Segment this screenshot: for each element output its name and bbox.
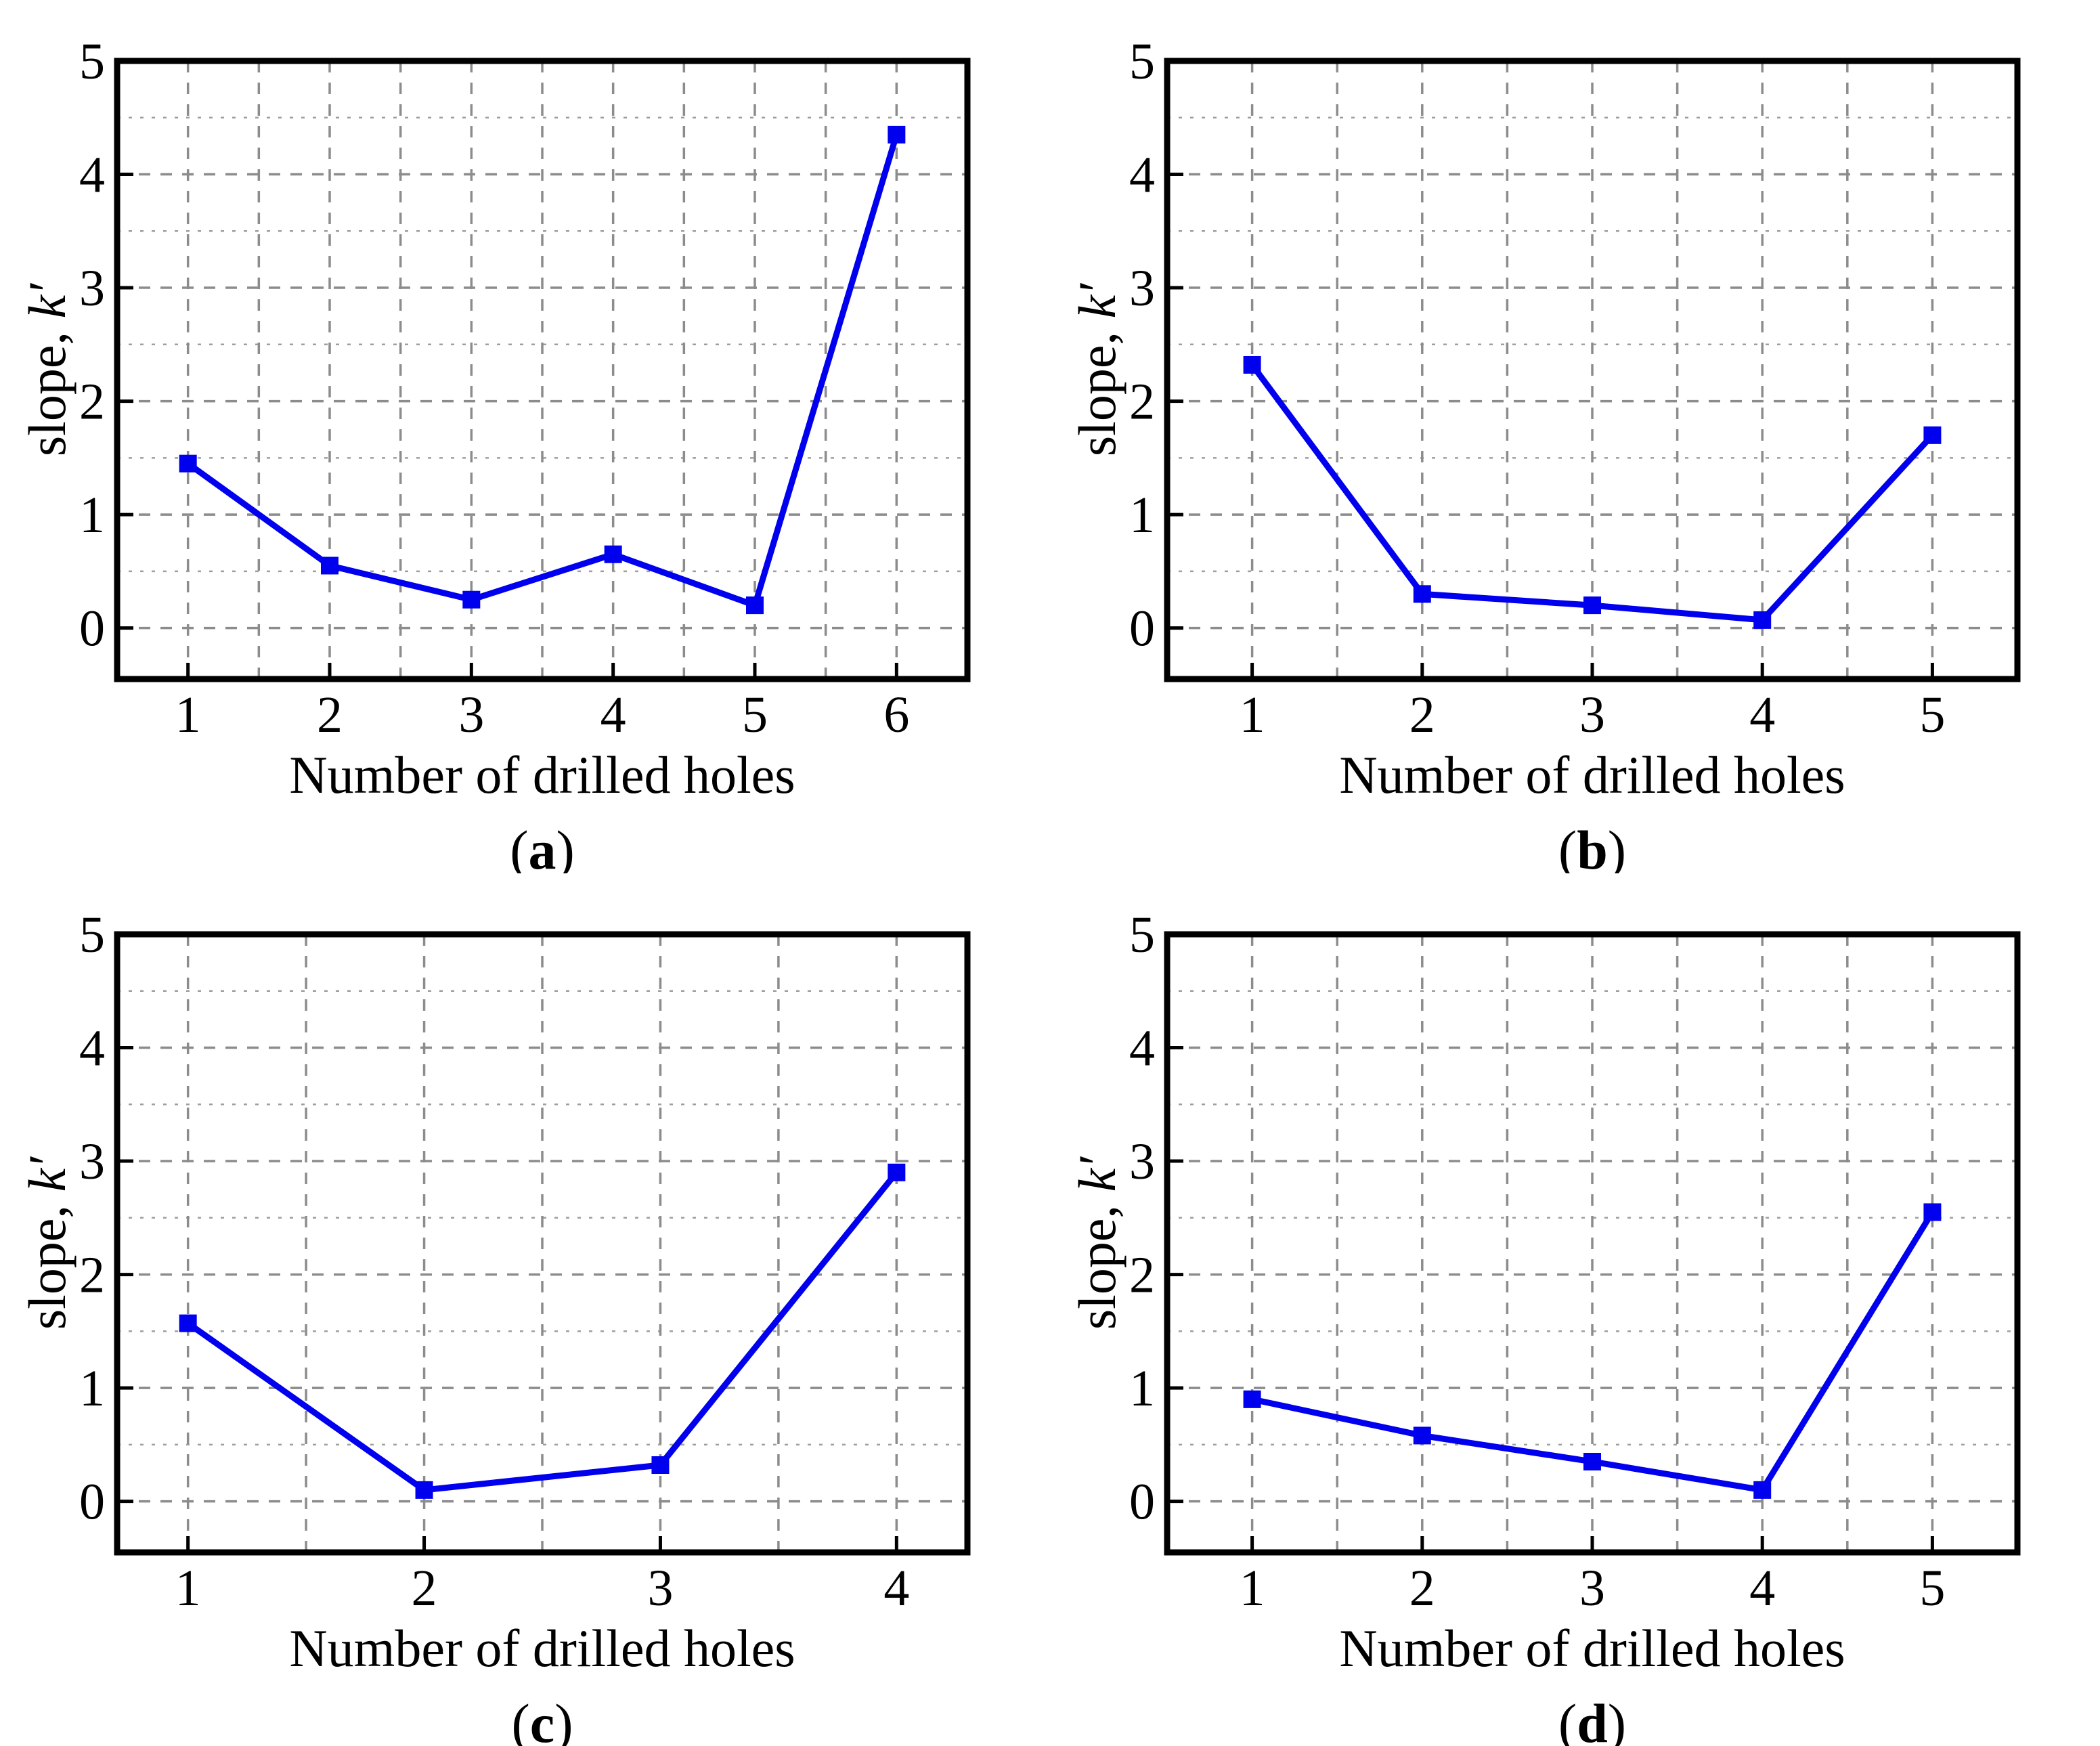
y-tick-label: 5 (1129, 33, 1155, 90)
y-tick-label: 2 (79, 374, 105, 431)
chart-cell-c: 1 2 3 4 0 1 2 3 4 5 Number of drilled holes slope, … (0, 873, 1050, 1746)
x-tick-label: 2 (412, 1560, 437, 1617)
data-point-marker (651, 1456, 670, 1474)
chart-cell-d: 1 2 3 4 5 0 1 2 3 4 5 Number of drilled holes slope,… (1050, 873, 2100, 1746)
x-tick-label: 4 (600, 686, 626, 743)
x-tick-label: 3 (1579, 1560, 1605, 1617)
data-point-marker (1923, 1202, 1942, 1221)
data-point-marker (1583, 1452, 1601, 1470)
x-axis-title: Number of drilled holes (289, 745, 795, 804)
x-tick-label: 1 (1240, 1560, 1265, 1617)
y-axis-title: slope, k′ (1068, 1155, 1126, 1329)
data-point-marker (179, 454, 197, 473)
data-line (186, 133, 900, 609)
plot-frame (1164, 931, 2021, 1555)
x-tick-label: 1 (175, 686, 201, 743)
y-tick-label: 0 (79, 1473, 105, 1530)
y-axis-title: slope, k′ (18, 1155, 76, 1329)
chart-cell-a: 1 2 3 4 5 6 0 1 2 3 4 5 Number of drilled holes slope… (0, 0, 1050, 873)
x-axis-title: Number of drilled holes (289, 1619, 795, 1678)
data-line (186, 1170, 899, 1493)
y-tick-label: 1 (1129, 487, 1155, 544)
chart-b-canvas: 1 2 3 4 5 0 1 2 3 4 5 Number of drilled holes slope,… (1068, 33, 2021, 873)
data-point-marker (415, 1481, 433, 1499)
y-tick-label: 0 (79, 601, 105, 657)
y-tick-label: 1 (79, 1360, 105, 1417)
x-tick-label: 4 (883, 1560, 909, 1617)
y-tick-label: 0 (1129, 601, 1155, 657)
subplot-caption: (a) (510, 819, 575, 873)
data-point-marker (1923, 426, 1942, 444)
y-tick-label: 3 (79, 1133, 105, 1190)
data-point-marker (1753, 1481, 1772, 1499)
y-tick-label: 0 (1129, 1473, 1155, 1530)
plot-frame (1164, 58, 2021, 682)
y-tick-label: 4 (79, 147, 105, 204)
x-axis-title: Number of drilled holes (1339, 1619, 1845, 1678)
x-axis-title: Number of drilled holes (1339, 745, 1845, 804)
x-tick-label: 4 (1749, 686, 1775, 743)
plot-frame (114, 931, 971, 1555)
chart-c-canvas: 1 2 3 4 0 1 2 3 4 5 Number of drilled holes slope, … (18, 907, 971, 1746)
data-point-marker (1583, 596, 1601, 615)
data-point-marker (321, 556, 338, 575)
data-point-marker (462, 590, 481, 609)
x-tick-label: 2 (1409, 686, 1435, 743)
x-tick-label: 2 (317, 686, 343, 743)
y-tick-label: 1 (79, 487, 105, 544)
data-point-marker (179, 1314, 197, 1332)
data-point-marker (1243, 355, 1261, 374)
x-tick-label: 1 (175, 1560, 201, 1617)
chart-d-canvas: 1 2 3 4 5 0 1 2 3 4 5 Number of drilled holes slope,… (1068, 907, 2021, 1746)
data-point-marker (1413, 585, 1431, 603)
y-tick-label: 1 (1129, 1360, 1155, 1417)
y-tick-label: 5 (79, 33, 105, 90)
x-tick-label: 5 (1919, 1560, 1945, 1617)
data-point-marker (888, 125, 906, 144)
y-tick-label: 4 (79, 1020, 105, 1076)
x-tick-label: 1 (1240, 686, 1265, 743)
data-point-marker (1413, 1426, 1431, 1444)
y-tick-label: 5 (79, 907, 105, 963)
subplot-caption: (d) (1558, 1693, 1626, 1746)
y-tick-label: 4 (1129, 147, 1155, 204)
plot-frame (114, 58, 971, 682)
data-point-marker (604, 545, 622, 563)
y-tick-label: 2 (1129, 374, 1155, 431)
data-point-marker (1243, 1390, 1261, 1408)
y-tick-label: 3 (79, 260, 105, 317)
x-tick-label: 5 (1919, 686, 1945, 743)
subplot-caption: (c) (511, 1693, 573, 1746)
x-tick-label: 5 (742, 686, 768, 743)
data-point-marker (888, 1163, 906, 1181)
x-tick-label: 2 (1409, 1560, 1435, 1617)
data-point-marker (1753, 611, 1772, 629)
x-tick-label: 3 (1579, 686, 1605, 743)
x-tick-label: 4 (1749, 1560, 1775, 1617)
x-tick-label: 3 (647, 1560, 673, 1617)
y-tick-label: 3 (1129, 260, 1155, 317)
x-tick-label: 3 (458, 686, 484, 743)
y-tick-label: 4 (1129, 1020, 1155, 1076)
y-tick-label: 5 (1129, 907, 1155, 963)
y-tick-label: 2 (1129, 1246, 1155, 1303)
y-axis-title: slope, k′ (18, 282, 76, 456)
data-point-marker (746, 596, 764, 615)
y-axis-title: slope, k′ (1068, 282, 1126, 456)
subplot-caption: (b) (1558, 819, 1626, 873)
y-tick-label: 3 (1129, 1133, 1155, 1190)
chart-cell-b: 1 2 3 4 5 0 1 2 3 4 5 Number of drilled holes slope,… (1050, 0, 2100, 873)
x-tick-label: 6 (883, 686, 909, 743)
y-tick-label: 2 (79, 1246, 105, 1303)
